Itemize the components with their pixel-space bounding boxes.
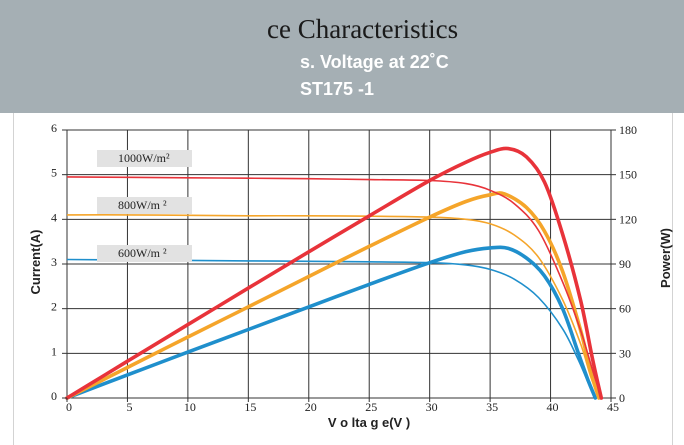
chart-subtitle-model: ST175 -1	[300, 79, 375, 99]
y-left-tick-label: 2	[51, 300, 57, 314]
y-left-tick-label: 4	[51, 210, 57, 224]
pv-curve-800	[65, 191, 601, 400]
y-right-tick-label: 30	[619, 346, 631, 360]
x-tick-label: 15	[244, 400, 256, 414]
x-tick-label: 40	[547, 400, 559, 414]
irradiance-label: 1000W/m²	[118, 151, 170, 165]
x-axis-label: V o lta g e(V )	[328, 415, 410, 430]
x-tick-label: 30	[426, 400, 438, 414]
y-axis-left-label: Current(A)	[28, 230, 43, 295]
pv-curve-600	[65, 245, 598, 400]
iv-curve-1000	[66, 176, 603, 399]
axis-ticks: 0 5 10 15 20 25 30 35 40 450123456030609012015018…	[51, 121, 637, 414]
x-tick-label: 25	[365, 400, 377, 414]
iv-curve-600	[66, 258, 597, 399]
irradiance-labels: 1000W/m² 800W/m ² 600W/m ²	[97, 150, 192, 262]
irradiance-label-box	[97, 150, 192, 167]
header-banner: ce Characteristics s. Voltage at 22˚C ST…	[0, 0, 684, 113]
y-right-tick-label: 60	[619, 302, 631, 316]
x-tick-label: 10	[184, 400, 196, 414]
y-left-tick-label: 5	[51, 166, 57, 180]
chart-title: ce Characteristics	[267, 14, 459, 44]
irradiance-label: 800W/m ²	[118, 198, 167, 212]
y-right-tick-label: 180	[619, 123, 637, 137]
x-tick-label: 0	[66, 400, 72, 414]
chart-subtitle-voltage: s. Voltage at 22˚C	[300, 52, 449, 72]
y-left-tick-label: 3	[51, 255, 57, 269]
y-axis-right-label: Power(W)	[658, 228, 673, 288]
x-tick-label: 35	[486, 400, 498, 414]
irradiance-label-box	[97, 197, 192, 214]
y-left-tick-label: 6	[51, 121, 57, 135]
pv-curve-1000	[65, 146, 604, 400]
x-tick-label: 5	[126, 400, 132, 414]
iv-curve-800	[66, 214, 600, 399]
x-tick-label: 20	[305, 400, 317, 414]
y-left-tick-label: 1	[51, 344, 57, 358]
chart-series	[65, 146, 604, 400]
x-tick-label: 45	[607, 400, 619, 414]
y-right-tick-label: 0	[619, 391, 625, 405]
irradiance-label: 600W/m ²	[118, 246, 167, 260]
y-right-tick-label: 150	[619, 168, 637, 182]
y-left-tick-label: 0	[51, 389, 57, 403]
irradiance-label-box	[97, 245, 192, 262]
chart-panel	[13, 113, 673, 445]
y-right-tick-label: 90	[619, 257, 631, 271]
y-right-tick-label: 120	[619, 212, 637, 226]
